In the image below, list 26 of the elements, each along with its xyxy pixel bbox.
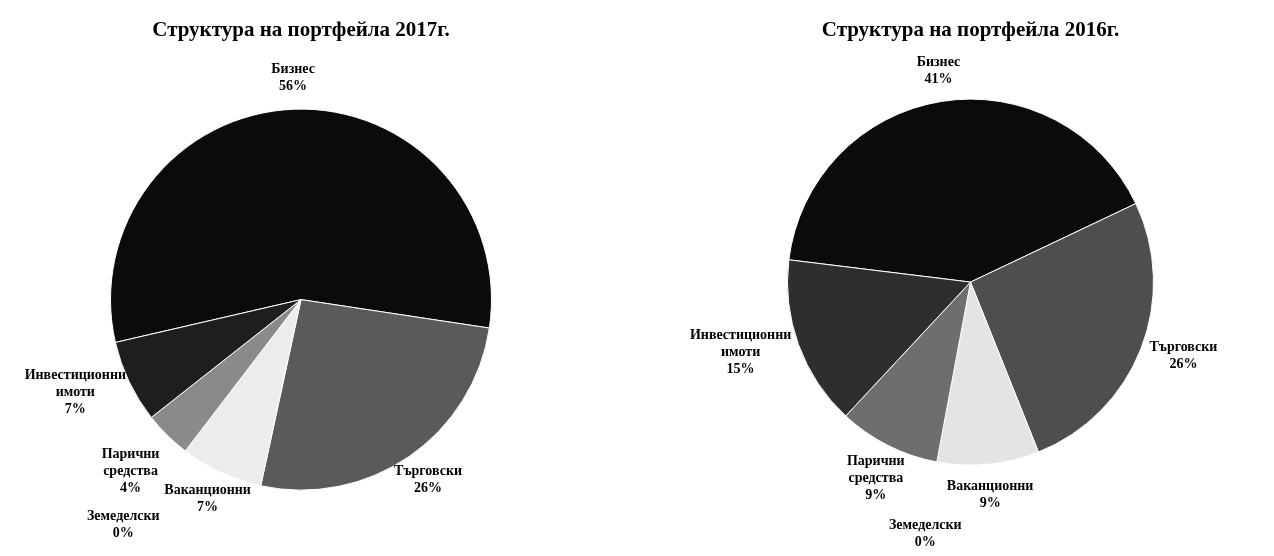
data-label: 9% — [979, 495, 1001, 511]
data-label: 7% — [197, 499, 219, 515]
slice-label: Ваканционни — [164, 482, 251, 498]
category-label: Земеделски — [888, 516, 962, 532]
slice-label: Бизнес — [271, 61, 315, 77]
data-label: 26% — [1169, 356, 1198, 372]
slice-label: Търговски — [394, 462, 463, 478]
slice-label: Парични средства — [846, 452, 905, 485]
category-label: Земеделски — [86, 508, 160, 524]
data-label: 56% — [279, 78, 308, 94]
text: 0% — [112, 525, 134, 541]
data-label: 4% — [120, 479, 142, 495]
slice-label: Парични средства — [101, 445, 160, 478]
slice-label: Бизнес — [916, 54, 961, 70]
slice-label: Инвестиционни имоти — [24, 367, 127, 400]
chart-title: Структура на портфейла 2017г. — [152, 17, 450, 42]
data-label: 9% — [865, 486, 887, 502]
slice-label: Търговски — [1149, 339, 1218, 355]
data-label: 15% — [726, 361, 755, 377]
slice-label: Инвестиционни имоти — [689, 327, 792, 360]
chart-title: Структура на портфейла 2016г. — [821, 17, 1120, 42]
data-label: 41% — [924, 71, 953, 87]
data-label: 7% — [64, 401, 86, 417]
data-label: 26% — [414, 479, 443, 495]
text: 0% — [914, 533, 936, 549]
slice-label: Ваканционни — [946, 478, 1034, 494]
